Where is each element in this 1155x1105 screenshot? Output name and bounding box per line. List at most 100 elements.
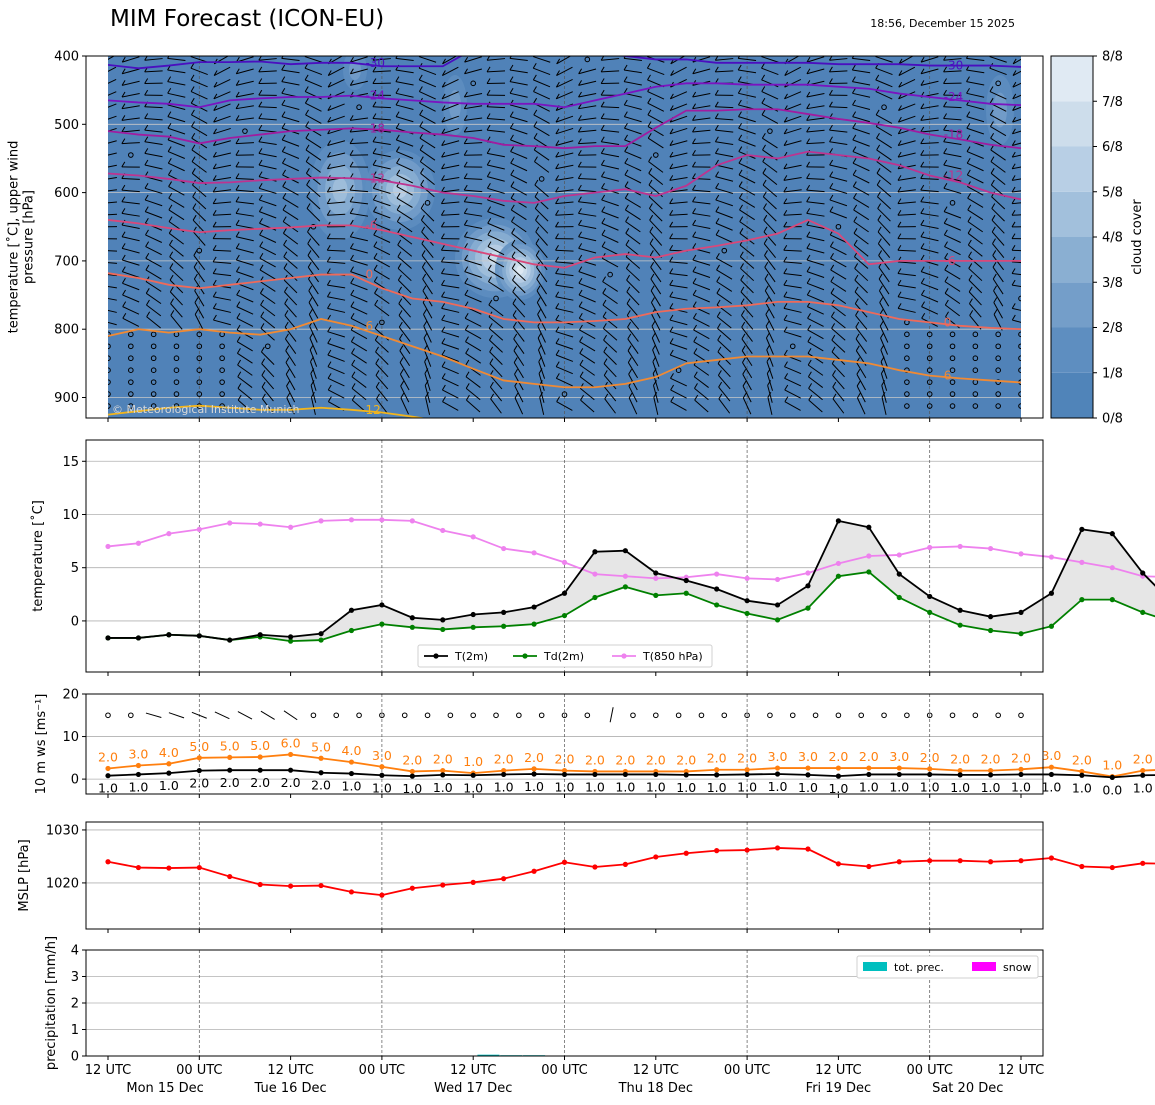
wind-barb-icon [763, 203, 767, 209]
wind-barb-icon [764, 261, 769, 268]
isotherm-line [107, 82, 1022, 109]
wind-barb-icon [510, 127, 528, 135]
wind-barb-icon [509, 64, 514, 71]
wind-barb-icon [715, 129, 734, 133]
temperature-data-point [227, 520, 233, 526]
wind-barb-icon [830, 264, 835, 271]
wind-barb-icon [670, 354, 688, 362]
wind-barb-icon [533, 126, 550, 137]
wind-barb-icon [373, 241, 378, 247]
wind-barb-icon [625, 221, 641, 233]
wind-barb-icon [309, 332, 314, 339]
wind-barb-icon [235, 178, 254, 180]
wind-barb-icon [1011, 140, 1016, 146]
wind-barb-icon [535, 214, 539, 221]
wind-barb-icon [192, 208, 207, 222]
wind-barb-icon [283, 268, 298, 282]
wind-barb-icon [806, 103, 811, 109]
wind-barb-icon [967, 209, 984, 221]
wind-barb-icon [441, 296, 460, 301]
wind-barb-icon [647, 137, 664, 149]
wind-barb-icon [944, 264, 949, 271]
wind-barb-icon [235, 173, 240, 179]
wind-barb-icon [967, 216, 972, 222]
wind-barb-icon [692, 208, 696, 214]
wind-barb-icon [464, 68, 483, 75]
wind-barb-icon [308, 285, 313, 292]
legend-label: tot. prec. [894, 961, 944, 974]
wind-data-label: 1.0 [798, 780, 818, 795]
wind-barb-icon [993, 297, 998, 303]
wind-barb-icon [762, 144, 766, 151]
wind-barb-icon [464, 259, 482, 266]
wind-barb-icon [488, 269, 505, 280]
y-tick-label: 4 [71, 944, 79, 959]
colorbar-tick-label: 6/8 [1102, 140, 1123, 155]
wind-barb-icon [260, 710, 275, 720]
wind-barb-icon [395, 116, 414, 123]
wind-barb-icon [715, 234, 733, 243]
wind-barb-icon [306, 196, 321, 210]
wind-barb-icon [465, 341, 482, 352]
calm-wind-icon [219, 379, 225, 385]
wind-barb-icon [395, 76, 400, 82]
wind-barb-icon [920, 289, 925, 296]
wind-barb-icon [694, 394, 699, 401]
wind-barb-icon [881, 392, 886, 398]
wind-barb-icon [692, 236, 711, 242]
calm-wind-icon [493, 712, 499, 719]
wind-barb-icon [991, 226, 996, 233]
wind-barb-icon [285, 350, 296, 367]
wind-barb-icon [328, 66, 345, 76]
wind-barb-icon [121, 196, 126, 203]
wind-barb-icon [762, 196, 777, 210]
wind-barb-icon [897, 198, 902, 204]
wind-barb-icon [740, 286, 745, 293]
wind-barb-icon [144, 164, 163, 170]
wind-barb-icon [420, 172, 435, 185]
wind-barb-icon [669, 314, 674, 321]
wind-barb-icon [806, 196, 811, 203]
wind-barb-icon [992, 261, 997, 268]
wind-barb-icon [555, 140, 560, 146]
mslp-data-point [1079, 863, 1085, 870]
wind-barb-icon [967, 186, 984, 196]
wind-barb-icon [738, 162, 756, 172]
wind-barb-icon [421, 226, 426, 233]
legend-swatch [972, 962, 996, 971]
wind-barb-icon [854, 256, 869, 269]
wind-barb-icon [601, 58, 620, 61]
wind-barb-icon [943, 159, 948, 166]
calm-wind-icon [128, 343, 134, 350]
wind-barb-icon [877, 203, 882, 209]
wind-barb-icon [169, 268, 184, 282]
calm-wind-icon [858, 712, 865, 719]
calm-wind-icon [128, 712, 134, 719]
calm-wind-icon [470, 80, 477, 87]
wind-barb-icon [235, 212, 254, 217]
wind-barb-icon [717, 346, 722, 353]
wind-barb-icon [351, 394, 356, 401]
wind-barb-icon [831, 351, 846, 365]
wind-barb-icon [669, 177, 688, 181]
wind-barb-icon [852, 81, 871, 86]
y-tick-label: 800 [54, 323, 79, 338]
wind-barb-icon [808, 383, 813, 389]
wind-barb-icon [692, 68, 697, 75]
wind-barb-icon [764, 285, 769, 292]
wind-data-point [348, 759, 355, 765]
wind-barb-icon [326, 163, 331, 170]
wind-barb-icon [832, 393, 837, 400]
wind-barb-icon [829, 199, 848, 207]
wind-barb-icon [212, 291, 217, 298]
calm-wind-icon [995, 403, 1001, 409]
wind-barb-icon [878, 285, 883, 292]
wind-barb-icon [487, 58, 506, 61]
wind-barb-icon [305, 156, 310, 162]
wind-barb-icon [898, 70, 903, 76]
wind-barb-icon [144, 199, 163, 207]
wind-barb-icon [764, 250, 768, 256]
wind-barb-icon [487, 117, 506, 121]
wind-barb-icon [738, 127, 756, 135]
legend-label: snow [1003, 961, 1031, 974]
